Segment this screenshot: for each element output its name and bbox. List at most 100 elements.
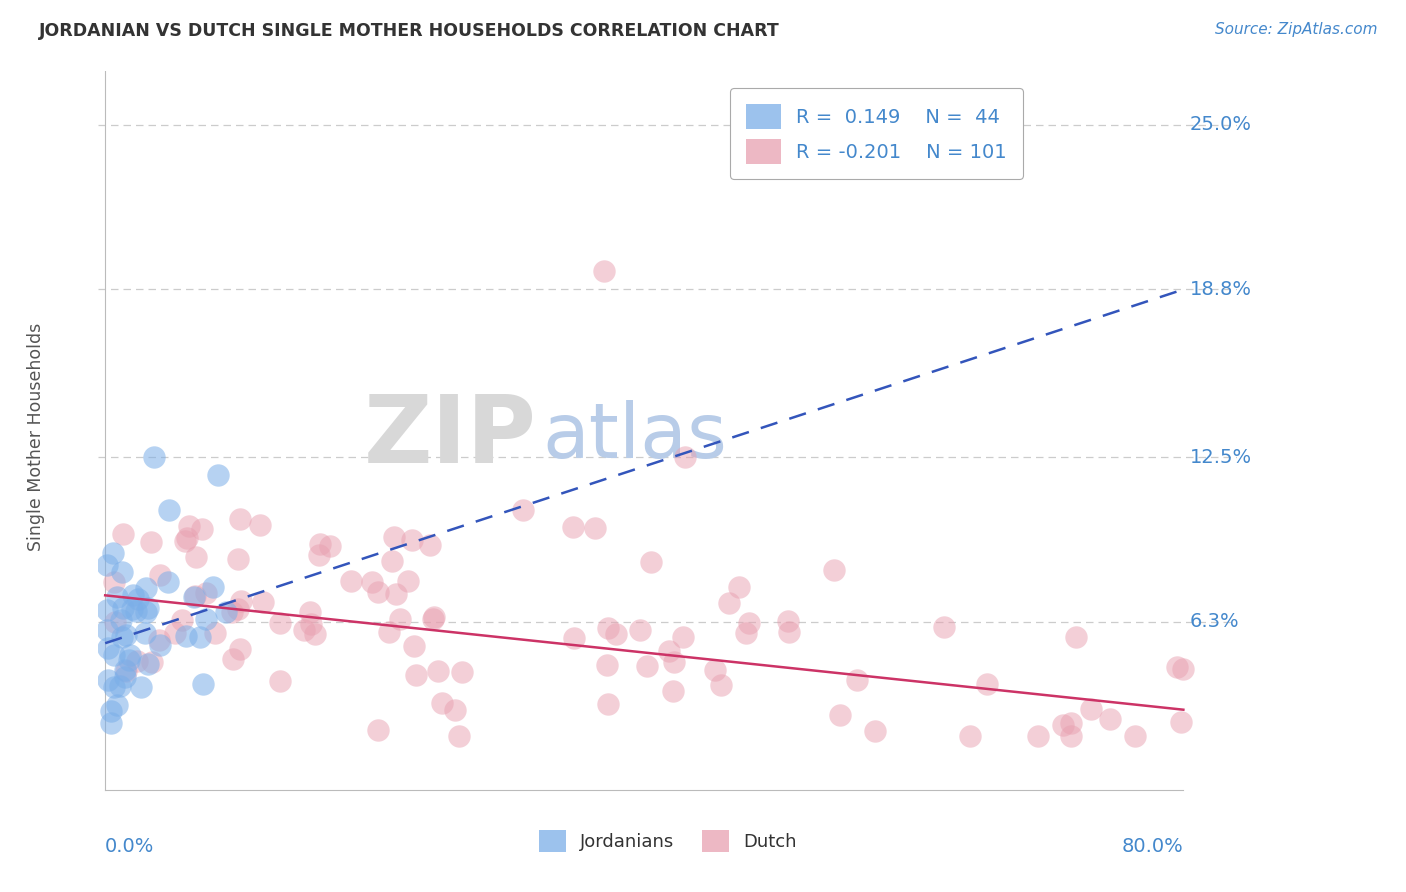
Point (562, 519, 585, 533)
Point (976, 676, 998, 690)
Point (129, 680, 152, 694)
Point (340, 574, 363, 588)
Point (396, 574, 419, 588)
Point (1171, 662, 1194, 676)
Point (592, 264, 614, 278)
Text: atlas: atlas (543, 401, 727, 474)
Point (269, 674, 291, 689)
Point (628, 623, 651, 637)
Point (717, 596, 740, 610)
Point (846, 673, 869, 687)
Point (96, 558, 118, 573)
Point (103, 648, 125, 662)
Point (703, 663, 725, 677)
Point (100, 716, 122, 731)
Point (134, 626, 156, 640)
Point (105, 698, 128, 712)
Point (249, 518, 271, 533)
Point (778, 624, 800, 639)
Point (108, 679, 131, 693)
Point (135, 581, 157, 595)
Point (640, 555, 662, 569)
Point (112, 526, 135, 541)
Point (165, 625, 187, 640)
Point (221, 605, 243, 619)
Point (389, 612, 412, 626)
Point (673, 450, 696, 464)
Point (157, 503, 180, 517)
Point (301, 617, 323, 632)
Point (111, 630, 134, 644)
Legend: Jordanians, Dutch: Jordanians, Dutch (531, 823, 804, 860)
Point (292, 623, 315, 637)
Text: Single Mother Households: Single Mother Households (27, 323, 45, 551)
Point (658, 644, 681, 658)
Point (118, 653, 141, 667)
Point (598, 697, 620, 711)
Point (112, 601, 135, 615)
Point (709, 678, 731, 692)
Point (865, 723, 887, 738)
Point (190, 521, 212, 535)
Point (430, 696, 453, 710)
Point (737, 616, 759, 631)
Text: 25.0%: 25.0% (1189, 115, 1253, 134)
Text: ZIP: ZIP (364, 391, 537, 483)
Point (636, 658, 658, 673)
Point (231, 594, 253, 608)
Text: 18.8%: 18.8% (1189, 280, 1253, 299)
Point (172, 614, 194, 628)
Point (662, 656, 685, 670)
Point (422, 612, 444, 626)
Point (776, 614, 799, 628)
Text: 0.0%: 0.0% (105, 838, 155, 856)
Point (148, 632, 170, 647)
Point (298, 605, 321, 619)
Point (149, 567, 172, 582)
Point (115, 628, 138, 642)
Point (269, 616, 291, 631)
Point (367, 723, 389, 737)
Point (114, 670, 136, 684)
Point (204, 626, 226, 640)
Point (823, 564, 845, 578)
Point (361, 574, 384, 589)
Point (101, 546, 124, 560)
Point (194, 586, 217, 600)
Point (141, 655, 163, 669)
Point (451, 665, 474, 679)
Point (319, 539, 342, 553)
Point (139, 535, 162, 549)
Point (103, 575, 125, 590)
Point (222, 651, 245, 665)
Point (1060, 729, 1083, 743)
Point (583, 520, 606, 534)
Point (111, 565, 134, 579)
Point (1080, 702, 1102, 716)
Point (136, 657, 159, 671)
Point (367, 584, 389, 599)
Point (512, 503, 534, 517)
Point (380, 554, 402, 568)
Point (226, 552, 249, 566)
Point (215, 606, 238, 620)
Point (449, 729, 471, 743)
Point (596, 658, 619, 673)
Text: Source: ZipAtlas.com: Source: ZipAtlas.com (1215, 22, 1378, 37)
Point (96, 603, 118, 617)
Point (229, 512, 252, 526)
Point (562, 631, 585, 645)
Text: 12.5%: 12.5% (1189, 448, 1253, 467)
Point (127, 592, 149, 607)
Point (136, 600, 159, 615)
Point (662, 684, 685, 698)
Point (103, 681, 125, 695)
Point (156, 575, 179, 590)
Point (401, 533, 423, 547)
Point (735, 625, 758, 640)
Point (124, 604, 146, 618)
Point (184, 590, 207, 604)
Text: JORDANIAN VS DUTCH SINGLE MOTHER HOUSEHOLDS CORRELATION CHART: JORDANIAN VS DUTCH SINGLE MOTHER HOUSEHO… (39, 22, 780, 40)
Point (932, 620, 955, 634)
Point (828, 708, 851, 723)
